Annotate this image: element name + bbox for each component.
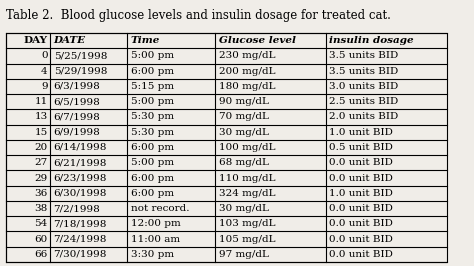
Text: 11:00 am: 11:00 am bbox=[131, 235, 180, 244]
Text: 180 mg/dL: 180 mg/dL bbox=[219, 82, 275, 91]
Text: 29: 29 bbox=[35, 173, 48, 182]
Text: Glucose level: Glucose level bbox=[219, 36, 296, 45]
Text: 6/9/1998: 6/9/1998 bbox=[54, 128, 100, 137]
Text: 6/5/1998: 6/5/1998 bbox=[54, 97, 100, 106]
Text: 3.0 units BID: 3.0 units BID bbox=[329, 82, 399, 91]
Text: Time: Time bbox=[131, 36, 160, 45]
Text: 66: 66 bbox=[35, 250, 48, 259]
Text: 0: 0 bbox=[41, 51, 48, 60]
Text: 1.0 unit BID: 1.0 unit BID bbox=[329, 128, 393, 137]
Text: 0.0 unit BID: 0.0 unit BID bbox=[329, 235, 393, 244]
Text: 0.0 unit BID: 0.0 unit BID bbox=[329, 250, 393, 259]
Text: 5:00 pm: 5:00 pm bbox=[131, 97, 174, 106]
Text: 36: 36 bbox=[35, 189, 48, 198]
Text: 5/25/1998: 5/25/1998 bbox=[54, 51, 107, 60]
Text: 0.0 unit BID: 0.0 unit BID bbox=[329, 158, 393, 167]
Text: 6/21/1998: 6/21/1998 bbox=[54, 158, 107, 167]
Text: 4: 4 bbox=[41, 67, 48, 76]
Text: 230 mg/dL: 230 mg/dL bbox=[219, 51, 275, 60]
Text: 60: 60 bbox=[35, 235, 48, 244]
Text: 6:00 pm: 6:00 pm bbox=[131, 143, 174, 152]
Text: 5:30 pm: 5:30 pm bbox=[131, 128, 174, 137]
Text: 100 mg/dL: 100 mg/dL bbox=[219, 143, 275, 152]
Text: 103 mg/dL: 103 mg/dL bbox=[219, 219, 275, 228]
Text: 3.5 units BID: 3.5 units BID bbox=[329, 51, 399, 60]
Text: 6/30/1998: 6/30/1998 bbox=[54, 189, 107, 198]
Text: 2.5 units BID: 2.5 units BID bbox=[329, 97, 399, 106]
Text: 6/3/1998: 6/3/1998 bbox=[54, 82, 100, 91]
Text: 1.0 unit BID: 1.0 unit BID bbox=[329, 189, 393, 198]
Text: 30 mg/dL: 30 mg/dL bbox=[219, 204, 269, 213]
Text: 70 mg/dL: 70 mg/dL bbox=[219, 113, 269, 122]
Text: 6:00 pm: 6:00 pm bbox=[131, 189, 174, 198]
Text: 324 mg/dL: 324 mg/dL bbox=[219, 189, 275, 198]
Text: 20: 20 bbox=[35, 143, 48, 152]
Text: 6:00 pm: 6:00 pm bbox=[131, 173, 174, 182]
Text: 105 mg/dL: 105 mg/dL bbox=[219, 235, 275, 244]
Text: 9: 9 bbox=[41, 82, 48, 91]
Text: 5:00 pm: 5:00 pm bbox=[131, 51, 174, 60]
Text: 54: 54 bbox=[35, 219, 48, 228]
Text: DAY: DAY bbox=[24, 36, 48, 45]
Text: 7/30/1998: 7/30/1998 bbox=[54, 250, 107, 259]
Text: 5:30 pm: 5:30 pm bbox=[131, 113, 174, 122]
Text: 6:00 pm: 6:00 pm bbox=[131, 67, 174, 76]
Text: 38: 38 bbox=[35, 204, 48, 213]
Text: 68 mg/dL: 68 mg/dL bbox=[219, 158, 269, 167]
Text: 12:00 pm: 12:00 pm bbox=[131, 219, 181, 228]
Text: 6/14/1998: 6/14/1998 bbox=[54, 143, 107, 152]
Text: 5/29/1998: 5/29/1998 bbox=[54, 67, 107, 76]
Text: insulin dosage: insulin dosage bbox=[329, 36, 414, 45]
Text: 6/23/1998: 6/23/1998 bbox=[54, 173, 107, 182]
Text: 97 mg/dL: 97 mg/dL bbox=[219, 250, 269, 259]
Text: 90 mg/dL: 90 mg/dL bbox=[219, 97, 269, 106]
Text: 7/24/1998: 7/24/1998 bbox=[54, 235, 107, 244]
Text: 0.0 unit BID: 0.0 unit BID bbox=[329, 219, 393, 228]
Text: 27: 27 bbox=[35, 158, 48, 167]
Text: DATE: DATE bbox=[54, 36, 86, 45]
Text: not record.: not record. bbox=[131, 204, 189, 213]
Text: Table 2.  Blood glucose levels and insulin dosage for treated cat.: Table 2. Blood glucose levels and insuli… bbox=[6, 9, 391, 22]
Text: 3:30 pm: 3:30 pm bbox=[131, 250, 174, 259]
Text: 2.0 units BID: 2.0 units BID bbox=[329, 113, 399, 122]
Text: 0.5 unit BID: 0.5 unit BID bbox=[329, 143, 393, 152]
Text: 13: 13 bbox=[35, 113, 48, 122]
Text: 7/18/1998: 7/18/1998 bbox=[54, 219, 107, 228]
Text: 0.0 unit BID: 0.0 unit BID bbox=[329, 173, 393, 182]
Text: 3.5 units BID: 3.5 units BID bbox=[329, 67, 399, 76]
Text: 200 mg/dL: 200 mg/dL bbox=[219, 67, 275, 76]
Text: 110 mg/dL: 110 mg/dL bbox=[219, 173, 275, 182]
Text: 11: 11 bbox=[35, 97, 48, 106]
Text: 15: 15 bbox=[35, 128, 48, 137]
Text: 0.0 unit BID: 0.0 unit BID bbox=[329, 204, 393, 213]
Text: 5:00 pm: 5:00 pm bbox=[131, 158, 174, 167]
Text: 30 mg/dL: 30 mg/dL bbox=[219, 128, 269, 137]
Text: 5:15 pm: 5:15 pm bbox=[131, 82, 174, 91]
Text: 6/7/1998: 6/7/1998 bbox=[54, 113, 100, 122]
Text: 7/2/1998: 7/2/1998 bbox=[54, 204, 100, 213]
